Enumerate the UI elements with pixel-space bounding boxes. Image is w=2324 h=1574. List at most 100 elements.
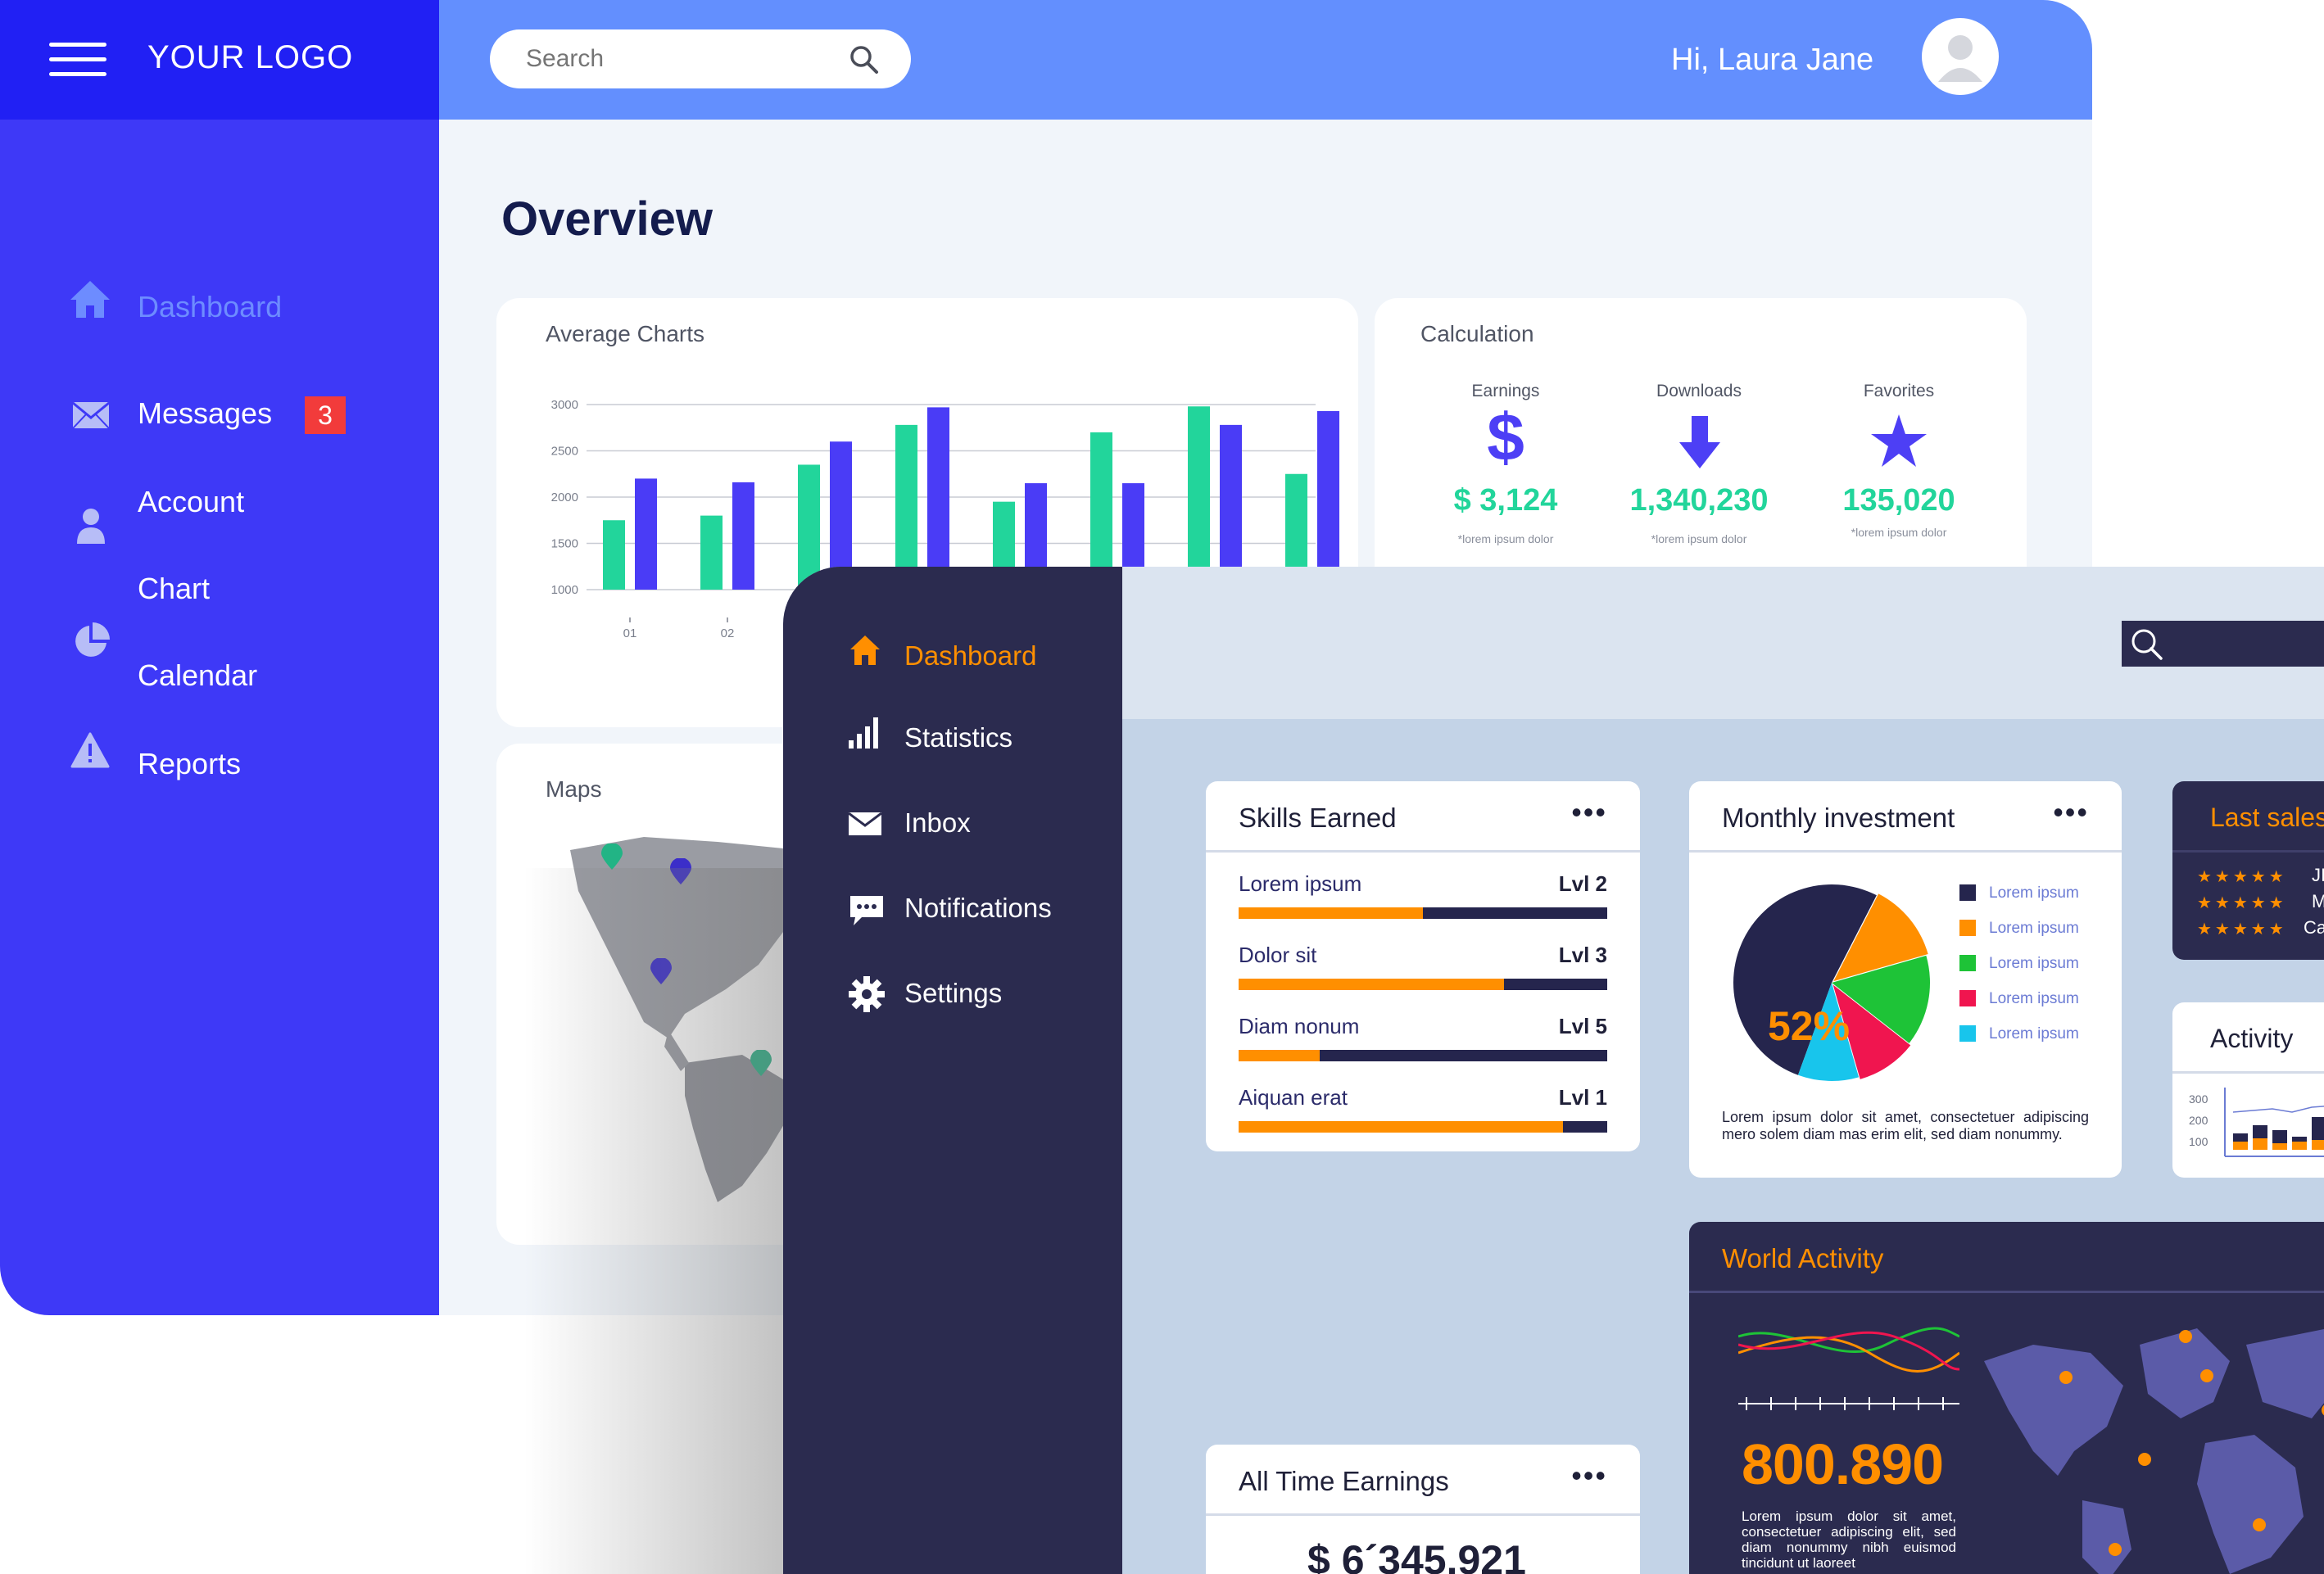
pie-chart-icon <box>75 622 110 657</box>
hamburger-menu-icon[interactable] <box>49 43 106 76</box>
pie-center-value: 52% <box>1768 1003 1851 1049</box>
user-icon <box>77 509 105 544</box>
map-pin-icon[interactable] <box>750 1050 772 1076</box>
card-title: All Time Earnings <box>1239 1466 1449 1496</box>
skill-progress-fill <box>1239 1121 1563 1133</box>
stat-label-downloads: Downloads <box>1656 382 1742 400</box>
sale-name: JI <box>2312 865 2324 885</box>
activity-mini-chart <box>2224 1088 2324 1157</box>
investment-pie-chart <box>1733 884 1930 1081</box>
skill-name: Aiquan erat <box>1239 1085 1348 1110</box>
legend-swatch <box>1959 1025 1976 1042</box>
home-icon <box>850 635 880 665</box>
search-icon[interactable] <box>849 44 880 75</box>
y-tick-label: 2000 <box>551 491 578 504</box>
more-options-icon[interactable]: ••• <box>2053 795 2089 829</box>
skill-progress-bar <box>1239 1121 1607 1133</box>
legend-swatch <box>1959 955 1976 971</box>
legend-item: Lorem ipsum <box>1959 884 2079 902</box>
bar-series-1 <box>895 424 917 590</box>
search-icon[interactable] <box>2130 627 2164 662</box>
skill-level: Lvl 3 <box>1558 943 1607 967</box>
axis-tick: 300 <box>2189 1092 2208 1106</box>
stat-label-favorites: Favorites <box>1863 382 1935 400</box>
bar-series-2 <box>927 407 949 590</box>
legend-item: Lorem ipsum <box>1959 1025 2079 1043</box>
sidebar-item-reports[interactable]: Reports <box>138 747 242 780</box>
pie-slice <box>1832 984 1911 1079</box>
stat-value-earnings: $ 3,124 <box>1453 483 1558 518</box>
card-title: Maps <box>546 776 602 802</box>
sidebar <box>783 567 1122 1574</box>
star-icon <box>1871 414 1927 467</box>
signal-bars-icon <box>849 717 878 749</box>
search-input[interactable] <box>526 41 837 77</box>
sidebar-item-statistics[interactable]: Statistics <box>904 722 1013 753</box>
sidebar-item-notifications[interactable]: Notifications <box>904 893 1052 923</box>
stat-value-favorites: 135,020 <box>1842 483 1955 518</box>
more-options-icon[interactable]: ••• <box>1571 795 1607 829</box>
download-arrow-icon <box>1679 416 1720 468</box>
page-title: Overview <box>501 192 713 246</box>
divider <box>1206 1513 1640 1516</box>
bar-series-2 <box>732 482 754 590</box>
sidebar-item-dashboard[interactable]: Dashboard <box>904 640 1037 671</box>
skill-level: Lvl 1 <box>1558 1085 1607 1110</box>
sidebar-item-settings[interactable]: Settings <box>904 978 1003 1008</box>
sidebar <box>0 120 439 1315</box>
skill-progress-bar <box>1239 1050 1607 1061</box>
y-tick-label: 2500 <box>551 445 578 459</box>
axis-tick: 200 <box>2189 1114 2208 1127</box>
map-pin-icon[interactable] <box>670 858 691 884</box>
skill-progress-fill <box>1239 1050 1320 1061</box>
greeting-text: Hi, Laura Jane <box>1671 43 1874 77</box>
legend-label: Lorem ipsum <box>1989 920 2079 937</box>
skill-name: Diam nonum <box>1239 1014 1360 1038</box>
world-map <box>1984 1328 2324 1574</box>
card-title: Average Charts <box>546 321 705 346</box>
pie-slice <box>1832 955 1930 1043</box>
search-box[interactable] <box>490 29 911 88</box>
map-pin-icon[interactable] <box>650 958 672 984</box>
all-time-earnings-card: All Time Earnings ••• $ 6´345.921 <box>1206 1445 1640 1574</box>
avatar[interactable] <box>1922 18 1999 95</box>
sidebar-item-chart[interactable]: Chart <box>138 572 211 605</box>
sidebar-item-messages[interactable]: Messages <box>138 396 273 430</box>
stat-note: *lorem ipsum dolor <box>1851 526 1947 539</box>
skill-progress-bar <box>1239 907 1607 919</box>
all-time-earnings-value: $ 6´345.921 <box>1307 1537 1526 1574</box>
map-pin-icon[interactable] <box>601 844 623 870</box>
bar-series-2 <box>1317 410 1339 590</box>
sale-name: M <box>2312 891 2324 911</box>
bar-series-2 <box>1220 424 1242 590</box>
sale-name: Car <box>2304 917 2324 938</box>
sidebar-item-calendar[interactable]: Calendar <box>138 658 258 692</box>
pie-slice <box>1797 983 1860 1081</box>
more-options-icon[interactable]: ••• <box>1571 1459 1607 1492</box>
search-box[interactable] <box>2122 621 2324 667</box>
skill-progress-fill <box>1239 979 1504 990</box>
legend-swatch <box>1959 920 1976 936</box>
world-activity-description: Lorem ipsum dolor sit amet, consectetuer… <box>1742 1508 1956 1571</box>
skills-earned-card: Skills Earned ••• Lorem ipsum Lvl 2 Dolor … <box>1206 781 1640 1151</box>
divider <box>2172 1071 2324 1074</box>
card-title: World Activity <box>1722 1243 1884 1273</box>
y-tick-label: 1000 <box>551 583 578 597</box>
legend-swatch <box>1959 990 1976 1006</box>
legend-label: Lorem ipsum <box>1989 1025 2079 1043</box>
divider <box>2172 850 2324 853</box>
legend-label: Lorem ipsum <box>1989 955 2079 972</box>
bar-series-1 <box>700 515 723 590</box>
sidebar-item-account[interactable]: Account <box>138 485 245 518</box>
average-charts-card: Average Charts 1000 1500 2000 2500 3000 01 02 <box>496 298 1358 727</box>
sidebar-item-inbox[interactable]: Inbox <box>904 807 971 838</box>
logo-bar: YOUR LOGO <box>0 0 439 120</box>
bar-series-1 <box>1090 432 1112 590</box>
rating-stars: ★★★★★ <box>2197 920 2287 939</box>
warning-icon <box>70 732 110 768</box>
skill-level: Lvl 5 <box>1558 1014 1607 1038</box>
sidebar-item-dashboard[interactable]: Dashboard <box>138 290 283 323</box>
logo-text: YOUR LOGO <box>147 39 354 75</box>
last-sales-card: Last sales ★★★★★ JI ★★★★★ M ★★★★★ Car <box>2172 781 2324 960</box>
